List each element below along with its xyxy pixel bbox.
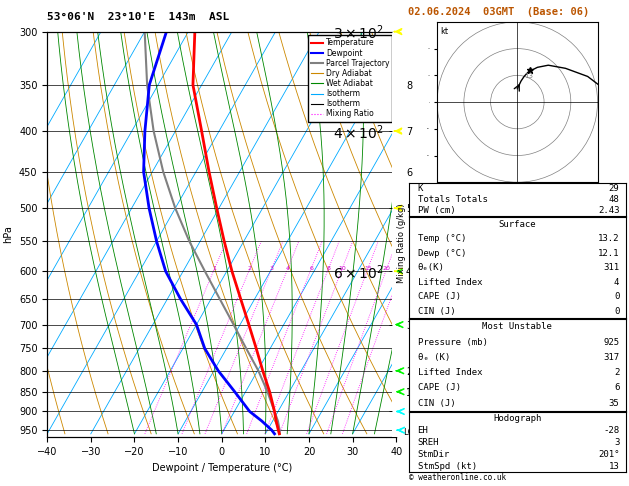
Y-axis label: km
ASL: km ASL [420, 224, 438, 245]
Text: LCL: LCL [403, 428, 418, 437]
Text: PW (cm): PW (cm) [418, 206, 455, 215]
Text: CAPE (J): CAPE (J) [418, 292, 460, 301]
Text: 2: 2 [614, 368, 620, 377]
Text: Most Unstable: Most Unstable [482, 322, 552, 331]
Text: 48: 48 [609, 195, 620, 204]
Text: θₑ(K): θₑ(K) [418, 263, 445, 272]
Text: StmSpd (kt): StmSpd (kt) [418, 462, 477, 471]
Text: CIN (J): CIN (J) [418, 399, 455, 408]
Text: 12.1: 12.1 [598, 249, 620, 258]
Text: 925: 925 [603, 338, 620, 347]
Text: 20: 20 [383, 266, 391, 271]
Text: 35: 35 [609, 399, 620, 408]
Text: Mixing Ratio (g/kg): Mixing Ratio (g/kg) [397, 203, 406, 283]
Text: 13.2: 13.2 [598, 234, 620, 243]
Text: © weatheronline.co.uk: © weatheronline.co.uk [409, 473, 506, 482]
Text: 6: 6 [309, 266, 313, 271]
Text: Totals Totals: Totals Totals [418, 195, 487, 204]
Text: 4: 4 [286, 266, 290, 271]
Text: 3: 3 [614, 438, 620, 447]
Text: 6: 6 [614, 383, 620, 392]
Text: EH: EH [418, 426, 428, 434]
Text: Dewp (°C): Dewp (°C) [418, 249, 466, 258]
Text: 53°06'N  23°10'E  143m  ASL: 53°06'N 23°10'E 143m ASL [47, 12, 230, 22]
Text: -28: -28 [603, 426, 620, 434]
Text: θₑ (K): θₑ (K) [418, 353, 450, 362]
Text: 201°: 201° [598, 450, 620, 459]
Text: Surface: Surface [499, 220, 536, 229]
Text: StmDir: StmDir [418, 450, 450, 459]
Text: Temp (°C): Temp (°C) [418, 234, 466, 243]
Text: 4: 4 [614, 278, 620, 287]
X-axis label: Dewpoint / Temperature (°C): Dewpoint / Temperature (°C) [152, 463, 292, 473]
Text: Pressure (mb): Pressure (mb) [418, 338, 487, 347]
Text: 1: 1 [213, 266, 216, 271]
Y-axis label: hPa: hPa [3, 226, 13, 243]
Text: 13: 13 [609, 462, 620, 471]
Text: 311: 311 [603, 263, 620, 272]
Text: 29: 29 [609, 184, 620, 193]
Text: SREH: SREH [418, 438, 439, 447]
Legend: Temperature, Dewpoint, Parcel Trajectory, Dry Adiabat, Wet Adiabat, Isotherm, Is: Temperature, Dewpoint, Parcel Trajectory… [308, 35, 392, 121]
Text: K: K [418, 184, 423, 193]
Text: 2.43: 2.43 [598, 206, 620, 215]
Text: Lifted Index: Lifted Index [418, 368, 482, 377]
Text: 02.06.2024  03GMT  (Base: 06): 02.06.2024 03GMT (Base: 06) [408, 7, 589, 17]
Text: 0: 0 [614, 292, 620, 301]
Text: 13: 13 [525, 72, 533, 79]
Text: 0: 0 [614, 307, 620, 315]
Text: kt: kt [440, 27, 448, 36]
Text: 317: 317 [603, 353, 620, 362]
Text: CIN (J): CIN (J) [418, 307, 455, 315]
Text: 2: 2 [248, 266, 252, 271]
Text: Hodograph: Hodograph [493, 414, 542, 423]
Text: CAPE (J): CAPE (J) [418, 383, 460, 392]
Text: 10: 10 [338, 266, 346, 271]
Text: 8: 8 [326, 266, 330, 271]
Text: 15: 15 [364, 266, 372, 271]
Text: 3: 3 [270, 266, 274, 271]
Text: Lifted Index: Lifted Index [418, 278, 482, 287]
